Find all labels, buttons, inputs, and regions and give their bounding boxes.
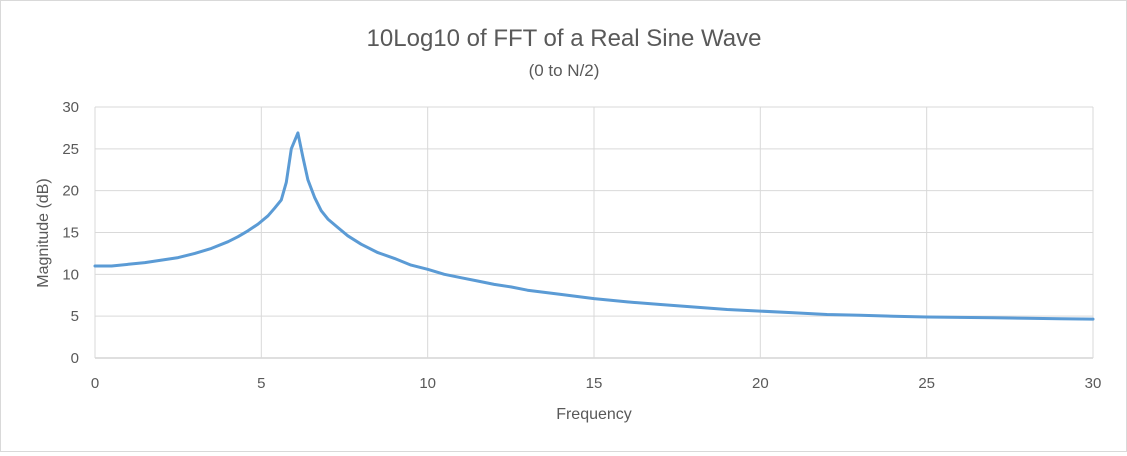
data-point — [659, 303, 662, 306]
data-point — [493, 283, 496, 286]
data-point — [626, 300, 629, 304]
data-point — [1091, 317, 1095, 321]
data-point — [273, 207, 276, 210]
y-tick-label: 20 — [62, 183, 79, 200]
data-point — [236, 235, 240, 238]
y-tick-label: 30 — [62, 99, 79, 116]
data-point — [296, 131, 300, 135]
data-point — [459, 276, 463, 279]
y-tick-label: 10 — [62, 266, 79, 283]
data-point — [725, 308, 729, 311]
data-point — [426, 268, 429, 271]
data-point — [256, 222, 260, 226]
chart-subtitle: (0 to N/2) — [529, 61, 600, 80]
data-point — [313, 196, 316, 199]
data-point — [359, 243, 363, 246]
data-point — [858, 314, 862, 317]
data-point — [376, 251, 379, 254]
data-point — [559, 293, 562, 296]
data-point — [93, 264, 97, 268]
x-tick-label: 0 — [91, 375, 99, 392]
data-point — [336, 226, 340, 229]
data-point — [526, 289, 529, 292]
data-point — [110, 264, 113, 268]
data-point — [193, 252, 196, 255]
data-point — [143, 261, 147, 264]
data-point — [176, 256, 180, 259]
series-group — [93, 131, 1095, 321]
data-point — [825, 313, 829, 316]
data-point — [280, 198, 283, 202]
data-point — [320, 209, 323, 212]
data-point — [692, 305, 695, 309]
x-tick-label: 25 — [918, 375, 935, 392]
data-point — [892, 314, 895, 318]
data-point — [759, 309, 762, 313]
x-axis-label: Frequency — [556, 406, 632, 423]
data-point — [476, 279, 479, 283]
y-tick-label: 0 — [71, 350, 79, 367]
y-axis-label: Magnitude (dB) — [35, 178, 52, 287]
data-point — [290, 147, 293, 151]
data-point — [226, 240, 230, 243]
data-point — [925, 315, 928, 319]
x-tick-label: 15 — [586, 375, 603, 392]
data-point — [409, 263, 413, 267]
data-point — [509, 285, 513, 289]
y-axis-tick-labels: 0 5 10 15 20 25 30 — [62, 99, 79, 367]
data-point — [792, 311, 795, 315]
data-point — [1025, 317, 1028, 320]
data-point — [1058, 317, 1061, 320]
data-point — [592, 297, 596, 300]
data-point — [326, 217, 330, 221]
x-tick-label: 30 — [1085, 375, 1102, 392]
data-point — [210, 247, 213, 250]
y-tick-label: 25 — [62, 141, 79, 158]
data-point — [443, 273, 446, 276]
data-point — [958, 316, 962, 319]
data-point — [306, 178, 310, 181]
data-point — [301, 156, 305, 159]
data-point — [393, 257, 396, 260]
data-point — [127, 263, 130, 266]
data-point — [266, 214, 270, 217]
x-tick-label: 5 — [257, 375, 265, 392]
chart-title: 10Log10 of FFT of a Real Sine Wave — [367, 25, 762, 52]
x-axis-tick-labels: 0 5 10 15 20 25 30 — [91, 375, 1102, 392]
x-tick-label: 10 — [419, 375, 436, 392]
data-point — [992, 316, 995, 320]
y-tick-label: 5 — [71, 308, 79, 325]
data-point — [160, 258, 163, 262]
y-tick-label: 15 — [62, 225, 79, 242]
x-tick-label: 20 — [752, 375, 769, 392]
data-point — [346, 234, 350, 238]
data-point — [246, 229, 250, 233]
data-point — [285, 181, 288, 184]
gridlines — [94, 106, 1094, 359]
